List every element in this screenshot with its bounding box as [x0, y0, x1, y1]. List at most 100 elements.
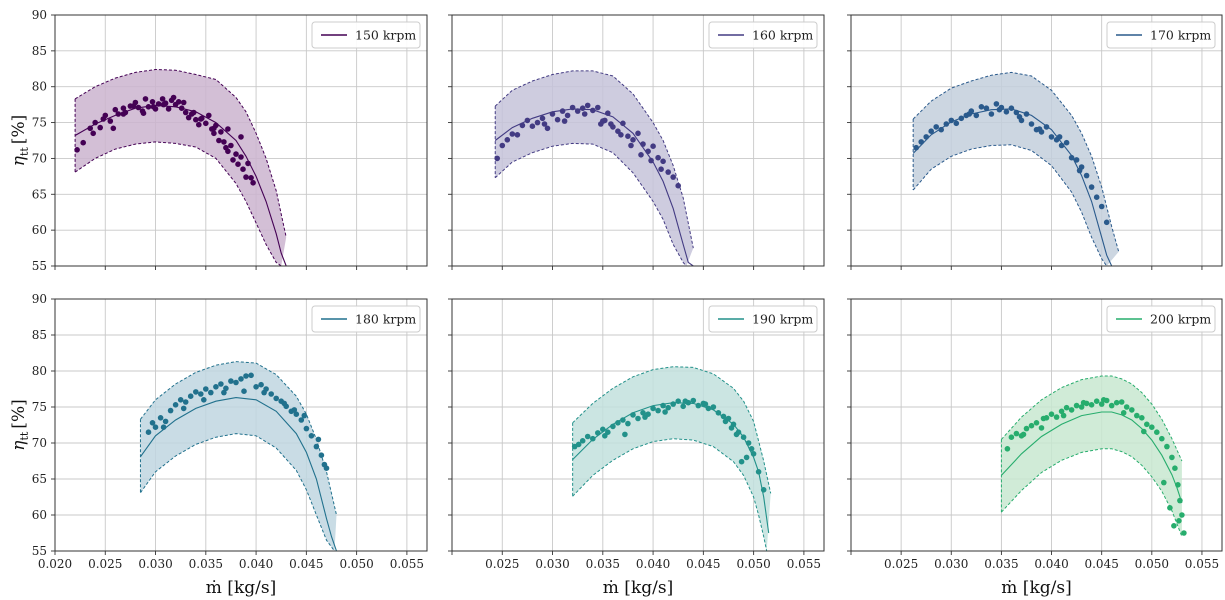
data-point	[740, 434, 747, 441]
data-point	[665, 169, 671, 175]
data-point	[1023, 111, 1030, 117]
legend-box	[311, 21, 421, 49]
band-lower-line	[494, 142, 687, 266]
data-point	[695, 402, 702, 409]
data-point	[159, 96, 166, 102]
legend: 150 krpm	[311, 21, 421, 49]
data-point	[198, 391, 204, 397]
data-point	[504, 137, 511, 143]
data-point	[218, 129, 224, 135]
data-point	[750, 451, 757, 457]
data-point	[120, 105, 127, 111]
model-curve	[140, 397, 338, 551]
data-point	[228, 378, 234, 384]
data-point	[983, 105, 990, 111]
x-tick-label: 0.025	[884, 557, 918, 571]
data-point	[600, 426, 606, 433]
data-point	[150, 104, 157, 110]
x-tick-label: 0.040	[636, 557, 670, 571]
band-upper-line	[74, 68, 287, 238]
data-point	[233, 151, 239, 157]
data-point	[253, 384, 259, 390]
band-lower-line	[912, 144, 1108, 266]
data-point	[569, 104, 576, 111]
data-point	[1083, 172, 1090, 179]
data-point	[1129, 407, 1135, 413]
data-point	[315, 436, 322, 443]
data-point	[514, 132, 521, 138]
data-point	[559, 108, 566, 114]
data-point	[182, 399, 189, 405]
data-point	[140, 110, 147, 116]
data-point	[208, 389, 214, 396]
data-point	[655, 407, 661, 414]
x-tick-label: 0.055	[787, 557, 821, 571]
data-point	[206, 112, 212, 119]
subplot-5: 0.025 0.030 0.035 0.040 0.045 0.050 0.055 190 k…	[448, 298, 825, 598]
data-point	[80, 139, 86, 146]
data-point	[738, 458, 745, 465]
plot-area	[139, 361, 338, 551]
data-point	[301, 412, 308, 419]
data-point	[1171, 523, 1177, 529]
data-point	[630, 137, 636, 143]
data-point	[1080, 399, 1087, 406]
data-point	[145, 104, 152, 110]
data-point	[635, 130, 641, 137]
data-point	[178, 105, 185, 111]
y-tick-label: 80	[32, 364, 47, 378]
data-point	[918, 139, 924, 145]
data-point	[670, 174, 676, 180]
data-point	[1159, 435, 1165, 442]
data-point	[564, 112, 571, 119]
data-point	[241, 388, 247, 395]
data-point	[645, 148, 651, 155]
data-point	[670, 401, 676, 407]
data-point	[90, 130, 96, 137]
data-point	[710, 404, 717, 410]
data-point	[1164, 443, 1170, 450]
data-point	[1098, 401, 1105, 407]
x-tick-label: 0.030	[138, 557, 172, 571]
band-lower-line	[1001, 448, 1183, 537]
confidence-band	[140, 361, 337, 551]
x-tick-label: 0.050	[1135, 557, 1169, 571]
y-axis-label: ηtt[%]	[9, 399, 31, 450]
x-tick-label: 0.035	[189, 557, 223, 571]
data-point	[534, 119, 541, 126]
data-point	[112, 106, 119, 113]
data-point	[933, 124, 939, 130]
data-point	[190, 109, 197, 116]
data-point	[160, 424, 167, 431]
band-upper-line	[572, 366, 772, 494]
data-point	[238, 376, 244, 382]
data-point	[1181, 530, 1187, 536]
plot-area	[912, 71, 1120, 266]
data-point	[574, 108, 581, 114]
x-tick-label: 0.030	[535, 557, 569, 571]
data-point	[595, 430, 601, 436]
data-point	[149, 420, 156, 426]
data-point	[581, 111, 588, 117]
data-point	[187, 393, 194, 400]
data-point	[680, 403, 686, 410]
data-point	[635, 415, 641, 422]
axes-frame	[451, 14, 825, 267]
plot-area	[494, 70, 694, 266]
x-tick-label: 0.035	[586, 557, 620, 571]
data-point	[1103, 219, 1110, 226]
data-point	[618, 132, 624, 138]
data-point	[1154, 429, 1160, 436]
data-point	[160, 101, 167, 108]
legend-box	[708, 21, 818, 49]
band-upper-line	[494, 70, 694, 249]
data-point	[1058, 142, 1065, 149]
data-point	[198, 116, 204, 122]
data-point	[524, 117, 531, 124]
y-tick-label: 85	[32, 44, 47, 58]
data-point	[115, 111, 122, 117]
data-point	[519, 122, 526, 129]
legend-box	[708, 305, 818, 333]
data-point	[167, 407, 174, 414]
data-points	[571, 397, 767, 493]
